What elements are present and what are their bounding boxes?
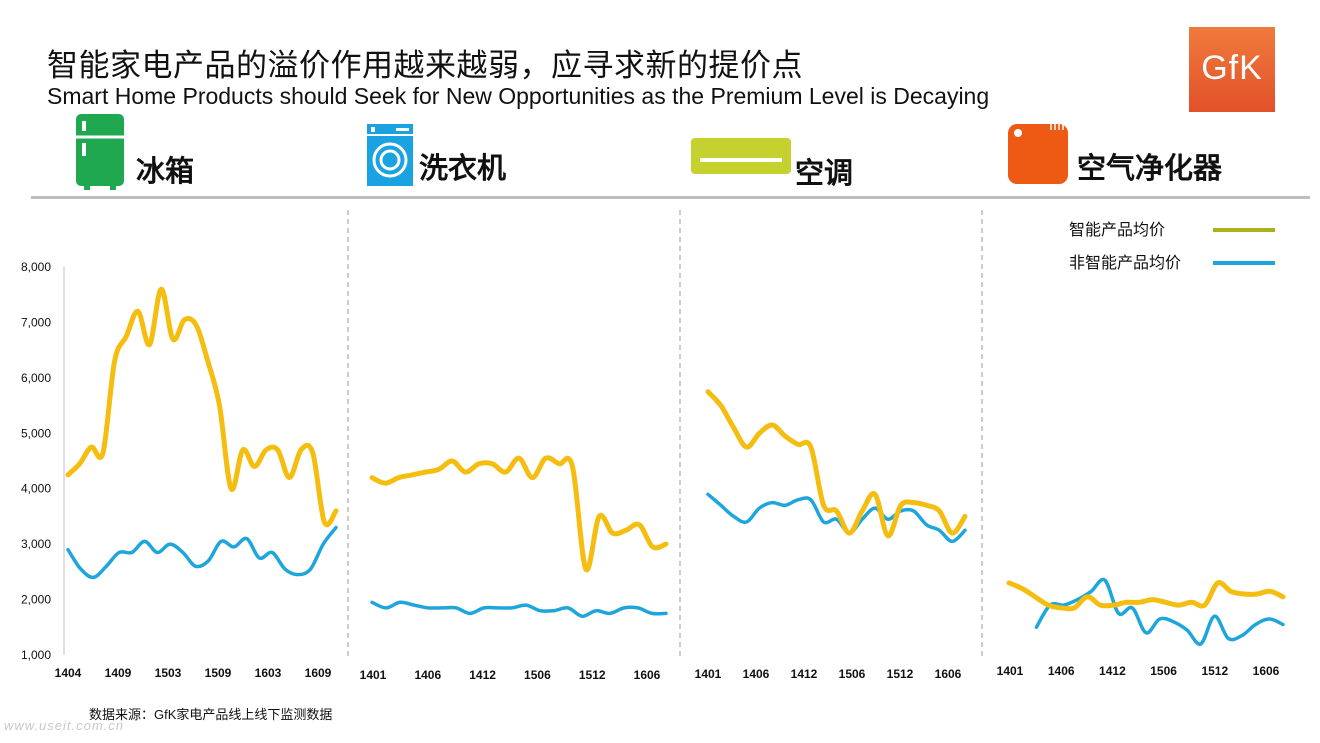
watermark-text: www.useit.com.cn (4, 718, 125, 733)
chart-panel: 1401 1406 1412 1506 1512 1606 (695, 389, 968, 681)
y-tick-label: 3,000 (21, 537, 51, 551)
legend-label: 非智能产品均价 (1069, 254, 1181, 272)
category-label-air-conditioner: 空调 (795, 158, 854, 190)
series-line-smart (1006, 580, 1286, 612)
data-source-note: 数据来源：GfK家电产品线上线下监测数据 (89, 707, 333, 722)
x-tick-label: 1512 (887, 667, 914, 681)
y-tick-label: 2,000 (21, 593, 51, 607)
air-purifier-icon (1008, 124, 1068, 184)
x-tick-label: 1409 (105, 666, 132, 680)
chart-panel: 1401 1406 1412 1506 1512 1606 (360, 455, 669, 682)
chart-panel: 1404 1409 1503 1509 1603 1609 (55, 286, 339, 680)
gfk-logo: GfK (1189, 27, 1275, 112)
y-tick-label: 5,000 (21, 426, 51, 440)
page-subtitle: Smart Home Products should Seek for New … (47, 83, 990, 109)
series-line-non-smart (706, 492, 967, 544)
chart-panels: 1404 1409 1503 1509 1603 1609 1401 1406 1412 1506… (55, 286, 1286, 682)
x-tick-label: 1406 (414, 668, 441, 682)
series-line-smart (369, 455, 669, 573)
category-label-washing-machine: 洗衣机 (419, 153, 507, 185)
y-tick-label: 7,000 (21, 315, 51, 329)
x-tick-label: 1506 (1150, 664, 1177, 678)
series-line-smart (705, 389, 968, 539)
washing-machine-icon (367, 124, 413, 186)
x-tick-label: 1606 (1253, 664, 1280, 678)
x-tick-label: 1406 (743, 667, 770, 681)
x-tick-label: 1606 (634, 668, 661, 682)
x-tick-label: 1406 (1048, 664, 1075, 678)
x-tick-label: 1404 (55, 666, 82, 680)
header-divider (31, 196, 1310, 199)
y-tick-label: 8,000 (21, 260, 51, 274)
gfk-logo-text: GfK (1201, 49, 1263, 87)
y-tick-label: 4,000 (21, 482, 51, 496)
x-tick-label: 1412 (469, 668, 496, 682)
air-conditioner-icon (691, 138, 791, 174)
x-tick-label: 1603 (255, 666, 282, 680)
series-line-non-smart (66, 525, 338, 580)
x-tick-label: 1401 (360, 668, 387, 682)
chart-panel: 1401 1406 1412 1506 1512 1606 (997, 577, 1286, 678)
x-tick-label: 1606 (935, 667, 962, 681)
panel-dividers (347, 210, 983, 660)
x-tick-label: 1509 (205, 666, 232, 680)
x-tick-label: 1512 (579, 668, 606, 682)
x-tick-label: 1512 (1201, 664, 1228, 678)
x-tick-label: 1609 (305, 666, 332, 680)
refrigerator-icon (76, 114, 124, 190)
x-tick-label: 1412 (1099, 664, 1126, 678)
series-line-smart (65, 286, 339, 528)
page-title: 智能家电产品的溢价作用越来越弱，应寻求新的提价点 (47, 48, 803, 83)
x-tick-label: 1412 (791, 667, 818, 681)
legend-label: 智能产品均价 (1069, 221, 1165, 239)
series-line-non-smart (1034, 577, 1285, 646)
category-label-refrigerator: 冰箱 (136, 156, 195, 188)
y-axis: 8,000 7,000 6,000 5,000 4,000 3,000 2,000 1,000 (21, 260, 65, 662)
x-tick-label: 1506 (839, 667, 866, 681)
price-line-chart: 8,000 7,000 6,000 5,000 4,000 3,000 2,000 1,000… (21, 210, 1286, 682)
x-tick-label: 1401 (997, 664, 1024, 678)
x-tick-label: 1401 (695, 667, 722, 681)
y-tick-label: 1,000 (21, 648, 51, 662)
category-label-air-purifier: 空气净化器 (1077, 153, 1223, 185)
x-tick-label: 1506 (524, 668, 551, 682)
series-line-non-smart (370, 600, 668, 618)
y-tick-label: 6,000 (21, 371, 51, 385)
x-tick-label: 1503 (155, 666, 182, 680)
